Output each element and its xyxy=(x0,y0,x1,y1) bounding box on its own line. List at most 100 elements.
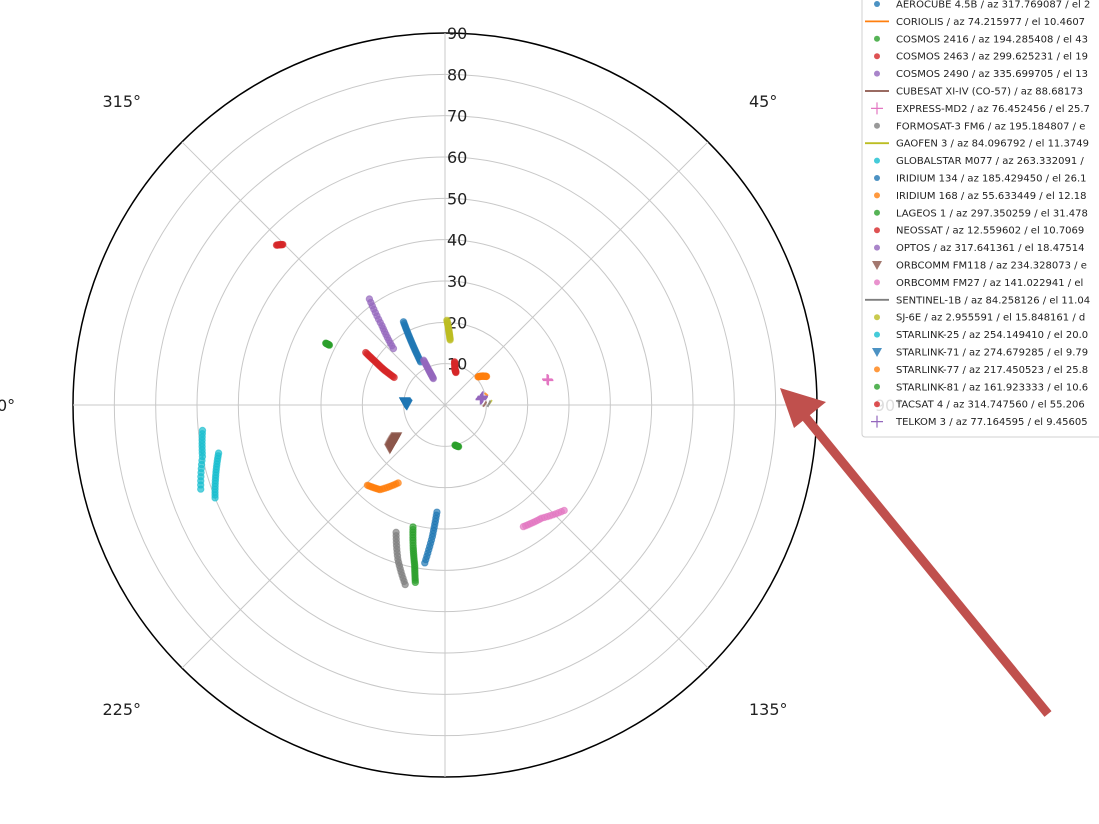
legend-entry: CUBESAT XI-IV (CO-57) / az 88.68173 xyxy=(865,87,1083,98)
track-point xyxy=(454,442,463,451)
series-22 xyxy=(451,441,463,451)
theta-tick-label: 225° xyxy=(102,700,141,719)
legend-label: FORMOSAT-3 FM6 / az 195.184807 / e xyxy=(896,121,1085,132)
annotation-arrow xyxy=(780,388,1052,717)
legend-label: OPTOS / az 317.641361 / el 18.47514 xyxy=(896,243,1085,254)
series-10 xyxy=(421,508,441,567)
legend-entry: AEROCUBE 4.5B / az 317.769087 / el 2 xyxy=(874,0,1090,11)
track-line xyxy=(486,400,492,408)
legend-entry: STARLINK-25 / az 254.149410 / el 20.0 xyxy=(874,330,1088,341)
legend-marker xyxy=(874,175,880,181)
legend-entry: SENTINEL-1B / az 84.258126 / el 11.04 xyxy=(865,295,1090,306)
legend-label: ORBCOMM FM118 / az 234.328073 / e xyxy=(896,261,1087,272)
legend-label: ORBCOMM FM27 / az 141.022941 / el xyxy=(896,278,1083,289)
legend-marker xyxy=(874,1,880,7)
track-point xyxy=(394,479,402,487)
series-13 xyxy=(450,358,460,377)
theta-tick-label: 45° xyxy=(749,92,777,111)
theta-tick-label: 315° xyxy=(102,92,141,111)
track-point xyxy=(411,578,420,587)
track-point xyxy=(543,375,554,386)
r-tick-label: 80 xyxy=(447,65,467,84)
legend-marker xyxy=(874,331,880,338)
track-point xyxy=(419,356,428,364)
legend-entry: FORMOSAT-3 FM6 / az 195.184807 / e xyxy=(874,121,1085,132)
track-point xyxy=(362,348,370,357)
legend-label: TACSAT 4 / az 314.747560 / el 55.206 xyxy=(895,400,1085,411)
series-19 xyxy=(211,449,223,502)
legend-marker xyxy=(874,314,880,321)
legend-entry: STARLINK-81 / az 161.923333 / el 10.6 xyxy=(874,382,1088,393)
r-tick-label: 70 xyxy=(447,107,467,126)
legend-entry: IRIDIUM 168 / az 55.633449 / el 12.18 xyxy=(874,191,1087,202)
legend-marker xyxy=(872,348,882,357)
legend-entry: COSMOS 2416 / az 194.285408 / el 43 xyxy=(874,34,1088,45)
legend-label: CUBESAT XI-IV (CO-57) / az 88.68173 xyxy=(896,87,1083,98)
legend-entry: SJ-6E / az 2.955591 / el 15.848161 / d xyxy=(874,313,1085,324)
legend-entry: STARLINK-71 / az 274.679285 / el 9.79 xyxy=(872,348,1088,359)
legend-marker xyxy=(874,279,880,286)
series-12 xyxy=(322,339,334,349)
grid-spoke-135 xyxy=(444,404,709,669)
legend-entry: CORIOLIS / az 74.215977 / el 10.4607 xyxy=(865,17,1085,28)
legend-label: COSMOS 2416 / az 194.285408 / el 43 xyxy=(896,34,1088,45)
legend-label: SENTINEL-1B / az 84.258126 / el 11.04 xyxy=(896,295,1090,306)
legend-entry: EXPRESS-MD2 / az 76.452456 / el 25.7 xyxy=(871,102,1090,115)
grid-spoke-315 xyxy=(181,141,446,406)
legend-label: IRIDIUM 134 / az 185.429450 / el 26.1 xyxy=(896,174,1087,185)
r-tick-label: 60 xyxy=(447,148,467,167)
legend-label: TELKOM 3 / az 77.164595 / el 9.45605 xyxy=(895,417,1088,428)
track-line xyxy=(482,401,488,408)
legend-marker xyxy=(874,401,880,408)
series-3 xyxy=(362,348,398,382)
series-5 xyxy=(482,401,488,408)
series-4 xyxy=(419,356,438,383)
arrow-shaft xyxy=(799,411,1052,717)
series-6 xyxy=(542,374,554,386)
track-point xyxy=(446,336,454,344)
track-point xyxy=(452,368,460,377)
legend-label: NEOSSAT / az 12.559602 / el 10.7069 xyxy=(896,226,1084,237)
series-20 xyxy=(398,397,413,411)
legend-marker xyxy=(872,261,882,270)
legend-label: SJ-6E / az 2.955591 / el 15.848161 / d xyxy=(896,313,1085,324)
legend-entry: GLOBALSTAR M077 / az 263.332091 / xyxy=(874,156,1084,167)
track-point xyxy=(322,339,330,347)
series-23 xyxy=(272,240,287,249)
r-tick-label: 50 xyxy=(447,189,467,208)
series-16 xyxy=(519,506,568,531)
series-7 xyxy=(392,528,409,589)
legend-label: AEROCUBE 4.5B / az 317.769087 / el 2 xyxy=(896,0,1090,11)
legend-entry: COSMOS 2463 / az 299.625231 / el 19 xyxy=(874,52,1088,63)
legend-marker xyxy=(871,102,883,115)
series-2 xyxy=(409,523,420,587)
r-tick-label: 40 xyxy=(447,231,467,250)
legend-label: STARLINK-71 / az 274.679285 / el 9.79 xyxy=(896,348,1088,359)
legend-marker xyxy=(874,157,880,164)
legend-entry: TACSAT 4 / az 314.747560 / el 55.206 xyxy=(874,400,1085,411)
legend-marker xyxy=(874,366,880,373)
legend-entry: OPTOS / az 317.641361 / el 18.47514 xyxy=(874,243,1085,254)
series-11 xyxy=(474,372,491,381)
polar-grid xyxy=(72,32,818,778)
theta-tick-label: 135° xyxy=(749,700,788,719)
legend-label: STARLINK-81 / az 161.923333 / el 10.6 xyxy=(896,382,1088,393)
legend-entry: ORBCOMM FM27 / az 141.022941 / el xyxy=(874,278,1083,289)
arrow-head xyxy=(780,388,826,428)
legend-label: GAOFEN 3 / az 84.096792 / el 11.3749 xyxy=(896,139,1089,150)
r-tick-label: 30 xyxy=(447,272,467,291)
series-17 xyxy=(486,400,492,408)
legend-marker xyxy=(874,227,880,234)
track-point xyxy=(383,443,396,455)
series-0 xyxy=(399,318,425,366)
legend-entry: ORBCOMM FM118 / az 234.328073 / e xyxy=(872,261,1087,272)
legend-entry: LAGEOS 1 / az 297.350259 / el 31.478 xyxy=(874,208,1088,219)
legend-entry: STARLINK-77 / az 217.450523 / el 25.8 xyxy=(874,365,1088,376)
series-9 xyxy=(197,426,207,493)
legend-entry: GAOFEN 3 / az 84.096792 / el 11.3749 xyxy=(865,139,1089,150)
legend-label: STARLINK-25 / az 254.149410 / el 20.0 xyxy=(896,330,1088,341)
legend-entry: NEOSSAT / az 12.559602 / el 10.7069 xyxy=(874,226,1084,237)
series-15 xyxy=(383,432,403,455)
legend-marker xyxy=(874,70,880,77)
